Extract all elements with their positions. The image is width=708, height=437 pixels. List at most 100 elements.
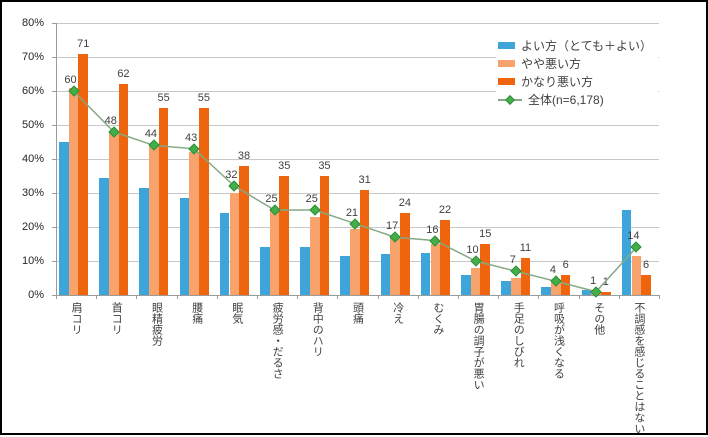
bar-2-8 xyxy=(400,213,410,295)
x-axis-label: 眼精疲労 xyxy=(150,302,163,346)
bar-2-7 xyxy=(359,189,370,295)
legend-item-yaya-warui: やや悪い方 xyxy=(498,57,652,71)
x-axis-label: むくみ xyxy=(431,302,444,335)
data-label-zentai: 17 xyxy=(386,220,399,233)
legend: よい方（とても＋よい） やや悪い方 かなり悪い方 全体(n=6,178) xyxy=(496,37,659,108)
bar-0-0 xyxy=(59,142,69,295)
bar-0-4 xyxy=(219,213,230,295)
x-tick xyxy=(96,295,98,299)
bar-2-13 xyxy=(601,291,611,295)
legend-swatch-blue xyxy=(498,42,515,49)
y-axis-line xyxy=(56,23,57,295)
legend-label-yoiho: よい方（とても＋よい） xyxy=(521,39,653,53)
x-tick xyxy=(458,295,459,299)
y-tick xyxy=(52,193,56,194)
bar-1-12 xyxy=(551,281,561,295)
bar-0-5 xyxy=(260,247,270,295)
bar-2-3 xyxy=(199,108,209,295)
data-label-kanari-warui: 62 xyxy=(117,68,130,81)
data-label-zentai: 7 xyxy=(509,254,516,267)
data-label-zentai: 21 xyxy=(345,206,359,219)
x-axis-label: 首コリ xyxy=(110,302,123,335)
data-label-zentai: 32 xyxy=(225,169,238,182)
bar-2-9 xyxy=(440,220,450,295)
bar-2-14 xyxy=(641,274,651,295)
data-label-kanari-warui: 6 xyxy=(642,258,650,271)
bar-0-6 xyxy=(300,247,310,295)
bar-2-11 xyxy=(520,257,531,295)
y-tick xyxy=(52,57,56,58)
x-tick xyxy=(257,295,258,299)
y-tick xyxy=(52,261,56,262)
x-axis-line xyxy=(56,295,659,296)
x-axis-label: 肩コリ xyxy=(70,302,83,335)
data-label-zentai: 60 xyxy=(64,74,77,86)
y-axis-label: 0% xyxy=(28,289,44,301)
x-axis-label: 疲労感・だるさ xyxy=(271,302,284,379)
bar-0-12 xyxy=(541,286,552,295)
x-tick xyxy=(297,295,299,299)
x-tick xyxy=(538,295,540,299)
legend-swatch-zentai-line xyxy=(498,94,522,105)
data-label-zentai: 16 xyxy=(426,223,439,236)
x-axis-label: 眠気 xyxy=(230,302,243,324)
y-tick xyxy=(52,159,56,160)
y-axis-label: 20% xyxy=(21,221,44,233)
bar-2-1 xyxy=(118,84,129,295)
data-label-zentai: 48 xyxy=(104,114,117,127)
y-axis-label: 80% xyxy=(21,17,44,29)
x-axis-label: 背中のハリ xyxy=(311,302,324,357)
gridline-70 xyxy=(56,57,659,58)
data-label-zentai: 44 xyxy=(144,128,158,141)
x-tick xyxy=(618,295,620,299)
bar-1-4 xyxy=(229,193,240,295)
bar-1-11 xyxy=(510,278,521,295)
bar-1-14 xyxy=(631,255,642,295)
gridline-20 xyxy=(56,227,659,228)
y-tick xyxy=(52,23,56,24)
gridline-80 xyxy=(56,23,659,24)
y-axis-label: 70% xyxy=(21,51,44,63)
bar-2-5 xyxy=(279,176,290,295)
bar-2-2 xyxy=(158,108,169,295)
x-tick xyxy=(377,295,379,299)
y-axis-label: 50% xyxy=(21,119,44,131)
x-tick xyxy=(498,295,500,299)
x-tick xyxy=(176,295,178,299)
data-label-zentai: 10 xyxy=(466,244,479,256)
data-label-zentai: 25 xyxy=(265,193,278,205)
x-axis-label: 腰痛 xyxy=(190,302,203,324)
bar-2-10 xyxy=(480,244,491,295)
y-axis-label: 10% xyxy=(21,255,44,267)
data-label-kanari-warui: 22 xyxy=(438,204,452,217)
bar-0-14 xyxy=(621,210,632,295)
gridline-60 xyxy=(56,91,659,92)
data-label-kanari-warui: 11 xyxy=(519,241,532,254)
bar-0-9 xyxy=(420,252,431,295)
y-tick xyxy=(52,295,56,296)
bar-0-13 xyxy=(581,289,592,295)
data-label-kanari-warui: 15 xyxy=(479,228,492,240)
data-label-kanari-warui: 38 xyxy=(237,149,251,162)
x-axis-label: 頭痛 xyxy=(351,302,364,324)
legend-label-zentai: 全体(n=6,178) xyxy=(528,93,604,107)
bar-1-6 xyxy=(309,216,320,295)
bar-1-8 xyxy=(390,237,400,295)
legend-item-zentai: 全体(n=6,178) xyxy=(498,93,652,107)
bar-0-1 xyxy=(99,177,109,295)
legend-item-kanari-warui: かなり悪い方 xyxy=(498,75,652,89)
bar-1-0 xyxy=(68,87,79,295)
x-axis-label: 冷え xyxy=(391,302,404,324)
bar-1-7 xyxy=(350,228,360,295)
zentai-diamond-icon xyxy=(505,94,515,105)
bar-2-0 xyxy=(78,53,89,295)
data-label-zentai: 14 xyxy=(627,230,640,243)
data-label-zentai: 43 xyxy=(185,131,198,144)
y-tick xyxy=(52,91,56,92)
bar-1-10 xyxy=(470,267,481,295)
bar-0-7 xyxy=(340,255,351,295)
data-label-kanari-warui: 55 xyxy=(157,92,170,104)
y-axis-label: 40% xyxy=(21,153,44,165)
bar-2-6 xyxy=(319,176,330,295)
data-label-kanari-warui: 35 xyxy=(278,160,291,172)
